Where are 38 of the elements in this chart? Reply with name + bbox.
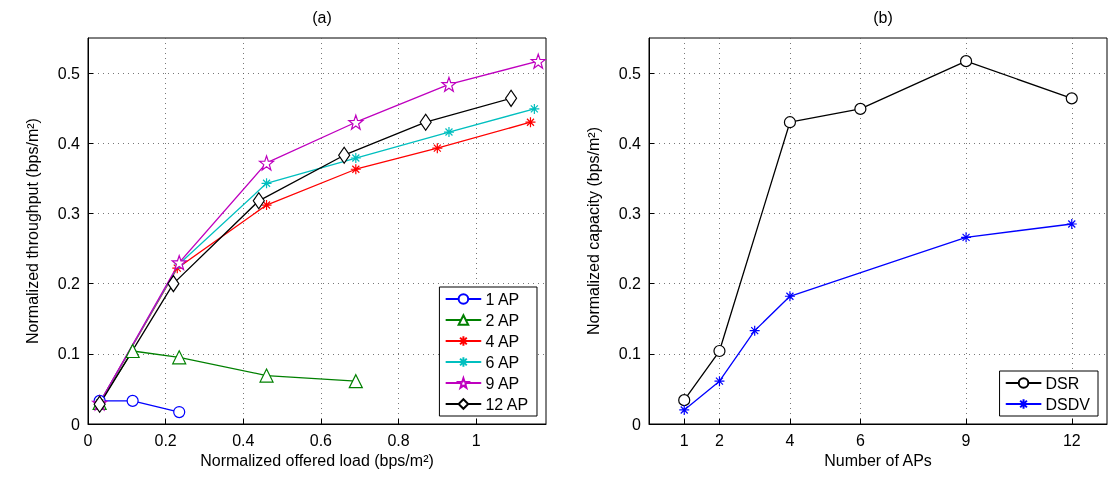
x-tick-label: 12 — [1062, 431, 1081, 449]
legend-label: 2 AP — [485, 311, 520, 329]
y-tick-label: 0.3 — [57, 204, 81, 222]
x-tick-label: 0.2 — [154, 431, 177, 449]
legend-label: 4 AP — [485, 332, 520, 350]
y-tick-label: 0.5 — [618, 64, 642, 82]
legend-label: 6 AP — [485, 353, 520, 371]
x-tick-label: 6 — [855, 431, 865, 449]
y-tick-label: 0 — [632, 415, 642, 433]
legend-label: DSDV — [1045, 395, 1091, 413]
y-axis-title: Normalized throughput (bps/m²) — [23, 118, 41, 344]
chart-title: (a) — [312, 8, 332, 26]
y-tick-label: 0.5 — [57, 64, 81, 82]
y-tick-label: 0.4 — [618, 134, 642, 152]
y-tick-label: 0.2 — [57, 275, 81, 293]
legend-label: 12 AP — [485, 395, 529, 413]
x-tick-label: 9 — [961, 431, 971, 449]
y-tick-label: 0.1 — [618, 345, 642, 363]
x-tick-label: 1 — [471, 431, 481, 449]
x-tick-label: 0.6 — [309, 431, 333, 449]
y-axis-title: Normalized capacity (bps/m²) — [584, 126, 602, 336]
x-axis-title: Number of APs — [824, 452, 932, 470]
x-tick-label: 4 — [785, 431, 795, 449]
y-tick-label: 0.4 — [57, 134, 81, 152]
y-tick-label: 0 — [71, 415, 81, 433]
y-tick-label: 0.2 — [618, 275, 642, 293]
x-tick-label: 0 — [83, 431, 93, 449]
legend-label: 1 AP — [485, 290, 520, 308]
y-tick-label: 0.3 — [618, 204, 642, 222]
y-tick-label: 0.1 — [57, 345, 81, 363]
x-tick-label: 1 — [679, 431, 689, 449]
legend-label: DSR — [1045, 374, 1080, 392]
x-axis-title: Normalized offered load (bps/m²) — [200, 452, 434, 470]
chart-title: (b) — [873, 8, 893, 26]
x-tick-label: 0.4 — [232, 431, 255, 449]
x-tick-label: 0.8 — [387, 431, 410, 449]
legend-label: 9 AP — [485, 374, 520, 392]
x-tick-label: 2 — [715, 431, 725, 449]
